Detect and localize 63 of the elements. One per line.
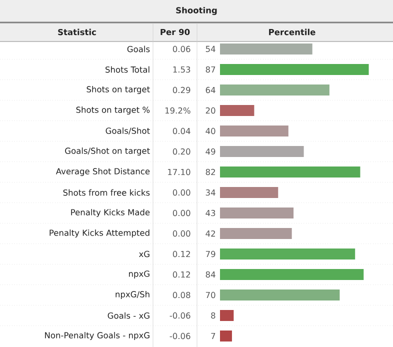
y-tick-label: Penalty Kicks Attempted <box>50 230 150 238</box>
y-tick-label: npxG <box>129 270 150 278</box>
text: 0.20 <box>172 148 190 155</box>
data-label: 7 <box>211 332 216 340</box>
chart-title: Shooting <box>176 6 217 16</box>
data-label: 34 <box>206 189 216 196</box>
data-label: 49 <box>206 148 216 155</box>
bar <box>220 146 304 158</box>
data-label: 64 <box>206 86 216 94</box>
data-label: 84 <box>206 271 216 278</box>
data-label: 43 <box>206 210 216 216</box>
y-tick-label: Shots Total <box>106 66 150 73</box>
text: 17.10 <box>168 168 190 176</box>
y-tick-label: Goals/Shot on target <box>65 148 150 156</box>
y-tick-label: Penalty Kicks Made <box>71 209 150 218</box>
bar <box>220 208 294 219</box>
bar <box>220 64 369 76</box>
text: 0.00 <box>172 189 190 196</box>
data-label: 42 <box>206 230 215 237</box>
y-tick-label: Goals/Shot <box>106 127 150 135</box>
text: Per 90 <box>160 28 190 36</box>
text: 0.29 <box>172 86 190 94</box>
y-tick-label: Goals <box>127 46 150 52</box>
y-tick-label: Shots on target % <box>76 106 150 115</box>
text: 0.00 <box>172 210 190 216</box>
text: 0.12 <box>172 250 190 258</box>
bar <box>220 166 360 178</box>
data-label: 79 <box>206 250 216 258</box>
bar <box>220 248 356 260</box>
bar <box>220 330 232 342</box>
bar <box>220 187 278 198</box>
bar <box>220 228 292 240</box>
text: 0.08 <box>172 292 190 298</box>
text: -0.06 <box>170 332 190 340</box>
data-label: 8 <box>211 312 216 319</box>
y-tick-label: Shots on target <box>86 86 150 94</box>
y-tick-label: Non-Penalty Goals - npxG <box>45 332 150 340</box>
y-tick-label: Shots from free kicks <box>63 189 150 196</box>
data-label: 82 <box>206 168 215 176</box>
y-axis-title: Statistic <box>58 28 96 36</box>
data-label: 87 <box>206 66 216 73</box>
bar <box>220 84 330 96</box>
text: 0.00 <box>172 230 190 237</box>
y-tick-label: Average Shot Distance <box>56 168 150 176</box>
y-tick-label: Goals - xG <box>108 312 150 319</box>
bar <box>220 310 234 322</box>
text: 0.04 <box>172 128 190 134</box>
y-tick-label: xG <box>138 250 150 258</box>
data-label: 40 <box>206 128 216 134</box>
data-label: 70 <box>206 292 216 298</box>
data-label: 54 <box>206 46 216 52</box>
text: 0.12 <box>172 271 190 278</box>
x-axis-title: Percentile <box>269 28 316 36</box>
bar <box>220 105 254 116</box>
text: 0.06 <box>172 46 190 52</box>
text: 1.53 <box>173 66 190 73</box>
bar <box>220 269 364 280</box>
bar <box>220 126 288 137</box>
text: 19.2% <box>165 107 190 114</box>
y-tick-label: npxG/Sh <box>116 291 150 300</box>
data-label: 20 <box>206 107 216 114</box>
text: -0.06 <box>170 312 190 319</box>
bar <box>220 290 340 301</box>
